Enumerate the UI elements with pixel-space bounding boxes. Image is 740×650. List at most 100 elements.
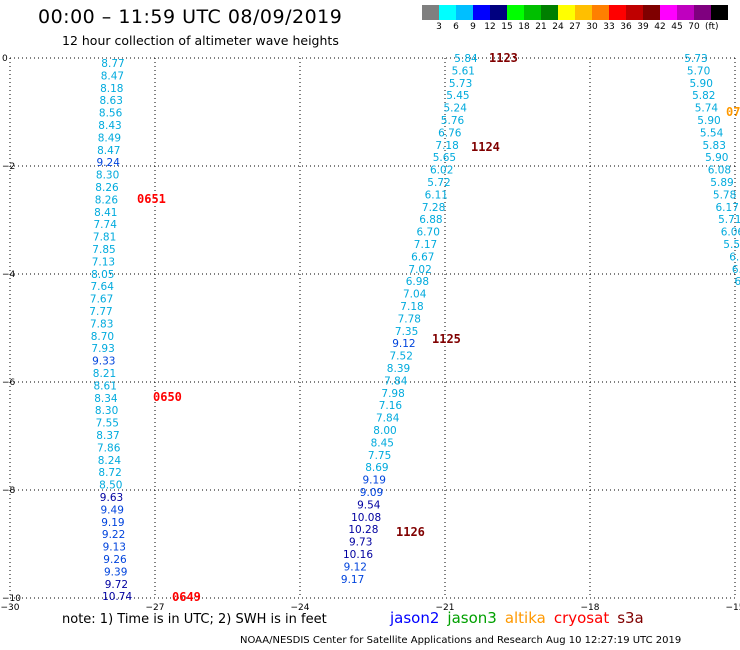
track-right: 5.735.705.905.825.745.905.545.835.906.08…	[684, 53, 740, 288]
wave-height-value: 5.73	[684, 53, 707, 65]
colorbar-swatch	[541, 5, 558, 20]
colorbar-swatch	[643, 5, 660, 20]
wave-height-value: 7.85	[92, 244, 115, 256]
colorbar-label: 6	[453, 22, 459, 32]
colorbar-swatch	[490, 5, 507, 20]
wave-height-value: 10.28	[348, 524, 378, 536]
colorbar-swatch	[439, 5, 456, 20]
wave-height-value: 5.83	[703, 140, 726, 152]
colorbar-label: 24	[552, 22, 564, 32]
colorbar-swatch	[592, 5, 609, 20]
legend-entry-cryosat: cryosat	[553, 609, 610, 627]
wave-height-value: 7.75	[368, 450, 391, 462]
track-left: 8.778.478.188.638.568.438.498.479.248.30…	[89, 58, 201, 604]
wave-height-value: 7.78	[398, 313, 421, 325]
y-tick-label: −8	[2, 486, 16, 496]
wave-height-value: 7.81	[93, 232, 116, 244]
wave-height-value: 8.43	[98, 120, 121, 132]
colorbar-label: 3	[436, 22, 442, 32]
wave-height-value: 5.78	[713, 189, 736, 201]
wave-height-value: 8.39	[387, 363, 410, 375]
wave-height-value: 5.74	[695, 103, 719, 115]
pass-time-label: 1125	[432, 332, 461, 346]
y-tick-label: −6	[2, 378, 16, 388]
pass-time-label: 0651	[137, 192, 166, 206]
wave-height-value: 9.09	[360, 487, 383, 499]
wave-height-value: 6.76	[438, 127, 462, 139]
wave-height-value: 6.06	[721, 227, 740, 239]
map-grid	[9, 57, 736, 599]
wave-height-value: 7.55	[96, 418, 119, 430]
wave-height-value: 5.82	[692, 90, 715, 102]
colorbar-label: 15	[501, 22, 513, 32]
wave-height-value: 6.0	[734, 276, 740, 288]
colorbar-swatch	[609, 5, 626, 20]
wave-height-value: 7.86	[97, 442, 121, 454]
colorbar-swatch	[422, 5, 439, 20]
wave-height-value: 8.56	[99, 108, 123, 120]
wave-height-value: 9.63	[100, 492, 123, 504]
colorbar-swatch	[660, 5, 677, 20]
wave-height-value: 5.53	[723, 239, 740, 251]
page-subtitle: 12 hour collection of altimeter wave hei…	[62, 33, 339, 48]
wave-height-value: 8.34	[94, 393, 118, 405]
wave-height-value: 8.05	[91, 269, 114, 281]
wave-height-value: 5.71	[718, 214, 740, 226]
wave-height-value: 9.54	[357, 499, 381, 511]
wave-height-value: 6.2	[729, 251, 740, 263]
wave-height-value: 7.13	[92, 256, 115, 268]
wave-height-value: 7.18	[400, 301, 423, 313]
wave-height-value: 9.12	[344, 561, 367, 573]
wave-height-value: 8.26	[95, 194, 119, 206]
wave-height-value: 7.16	[379, 400, 403, 412]
wave-height-value: 7.04	[403, 289, 427, 301]
y-tick-label: 0	[2, 54, 8, 64]
wave-height-value: 10.16	[343, 549, 373, 561]
wave-height-value: 6.02	[430, 165, 453, 177]
x-tick-label: −27	[146, 603, 165, 612]
wave-height-value: 9.33	[92, 356, 115, 368]
colorbar-swatch	[558, 5, 575, 20]
colorbar-label: 27	[569, 22, 581, 32]
wave-height-value: 6.17	[716, 202, 739, 214]
axis-ticks: −30 −27 −24 −21 −18 −15 0 −2 −4 −6 −8 −10	[1, 54, 740, 612]
wave-height-value: 7.35	[395, 326, 418, 338]
wave-height-value: 6.0	[732, 264, 740, 276]
pass-time-label: 0649	[172, 590, 201, 604]
colorbar-swatch	[694, 5, 711, 20]
wave-height-value: 6.88	[419, 214, 442, 226]
legend-entry-jason3: jason3	[447, 609, 497, 627]
wave-height-value: 8.50	[99, 480, 122, 492]
wave-height-value: 7.84	[376, 413, 400, 425]
colorbar-swatch	[711, 5, 728, 20]
wave-height-value: 8.26	[95, 182, 119, 194]
colorbar-label: 30	[586, 22, 598, 32]
wave-height-map: −30−27−24−21−18−150−2−4−6−8−10 8.778.478…	[1, 51, 740, 612]
wave-height-value: 9.26	[103, 554, 127, 566]
wave-height-value: 8.70	[91, 331, 114, 343]
colorbar-swatch	[626, 5, 643, 20]
wave-height-value: 5.84	[454, 53, 478, 65]
satellite-legend: jason2 jason3 altika cryosat s3a	[390, 609, 652, 627]
wave-height-value: 5.54	[700, 127, 724, 139]
wave-height-value: 5.70	[687, 65, 710, 77]
colorbar-swatch	[507, 5, 524, 20]
colorbar-label: 45	[671, 22, 683, 32]
wave-height-value: 8.69	[365, 462, 388, 474]
wave-height-value: 9.49	[101, 504, 124, 516]
wave-height-value: 9.73	[349, 537, 372, 549]
colorbar-unit: (ft)	[705, 22, 719, 32]
wave-height-value: 8.63	[100, 95, 123, 107]
wave-height-value: 9.19	[363, 475, 386, 487]
legend-entry-s3a: s3a	[617, 609, 644, 627]
colorbar-label: 39	[637, 22, 649, 32]
x-tick-label: −24	[291, 603, 310, 612]
wave-height-value: 5.90	[697, 115, 720, 127]
y-tick-label: −4	[2, 270, 16, 280]
wave-height-value: 5.72	[427, 177, 450, 189]
wave-height-value: 6.08	[708, 165, 731, 177]
wave-height-value: 8.30	[96, 170, 119, 182]
colorbar-swatch	[677, 5, 694, 20]
wave-height-value: 5.45	[446, 90, 469, 102]
credit-line: NOAA/NESDIS Center for Satellite Applica…	[240, 635, 682, 646]
